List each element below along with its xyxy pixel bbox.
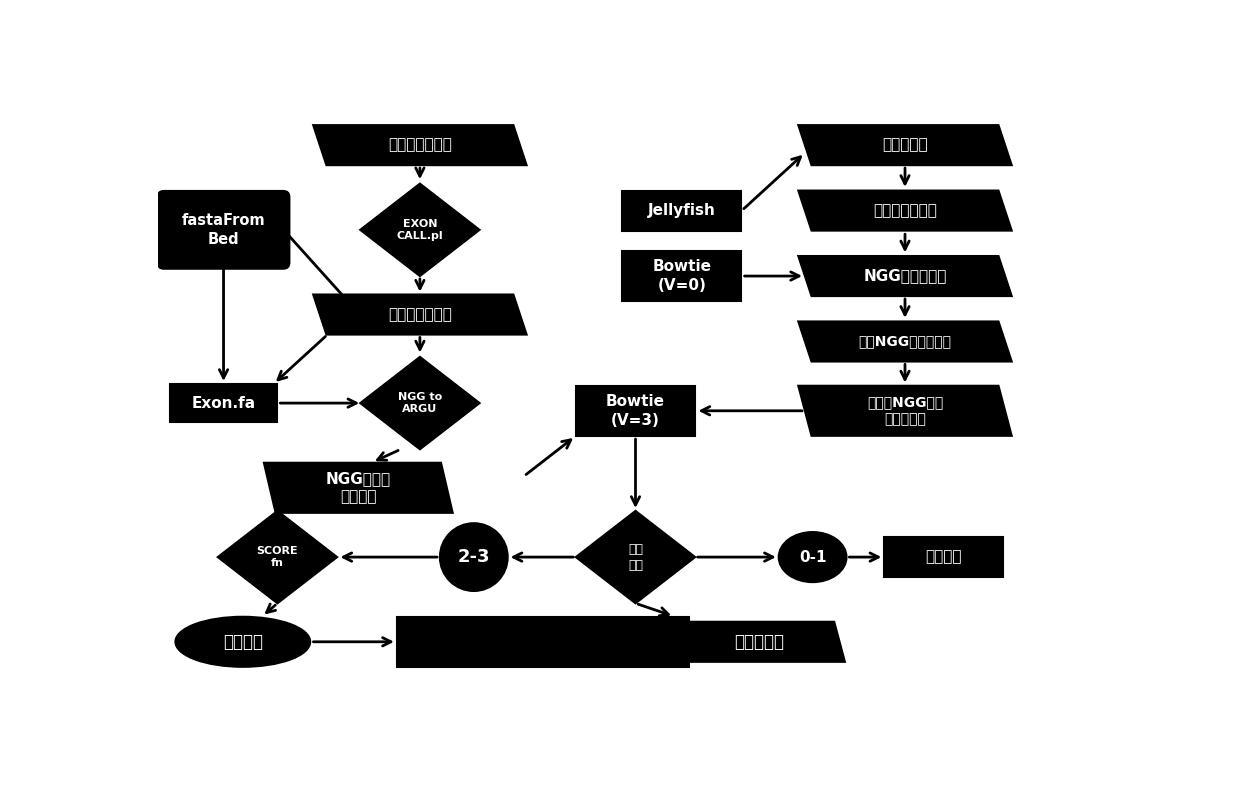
Ellipse shape xyxy=(440,523,507,591)
Bar xyxy=(170,384,278,422)
Text: Jellyfish: Jellyfish xyxy=(647,203,715,218)
Polygon shape xyxy=(575,511,696,604)
Ellipse shape xyxy=(779,532,847,582)
Text: NGG to
ARGU: NGG to ARGU xyxy=(398,392,441,414)
Text: 打断后的基因组: 打断后的基因组 xyxy=(873,203,937,218)
Text: 过滤NGG结尾的序列: 过滤NGG结尾的序列 xyxy=(858,335,951,348)
Text: 命中
次数: 命中 次数 xyxy=(627,542,644,571)
Polygon shape xyxy=(799,256,1012,296)
Text: 基因组NGG结尾
的候选序列: 基因组NGG结尾 的候选序列 xyxy=(867,395,944,427)
Ellipse shape xyxy=(175,617,310,667)
Text: 序列丢弃: 序列丢弃 xyxy=(925,549,962,564)
Text: 2-3: 2-3 xyxy=(458,548,490,566)
Text: 获取外显子信息: 获取外显子信息 xyxy=(388,307,451,322)
Polygon shape xyxy=(799,386,1012,435)
Polygon shape xyxy=(314,125,527,165)
Bar xyxy=(622,190,742,230)
Polygon shape xyxy=(264,463,453,512)
Text: Bowtie
(V=3): Bowtie (V=3) xyxy=(606,394,665,428)
Polygon shape xyxy=(799,321,1012,362)
Text: Bowtie
(V=0): Bowtie (V=0) xyxy=(652,259,712,293)
Polygon shape xyxy=(799,190,1012,230)
Text: NGG结尾的
候选序列: NGG结尾的 候选序列 xyxy=(326,471,391,505)
Text: fastaFrom
Bed: fastaFrom Bed xyxy=(182,213,265,247)
Bar xyxy=(622,251,742,301)
Polygon shape xyxy=(361,184,480,276)
Text: 0-1: 0-1 xyxy=(799,549,826,564)
Text: SCORE
fn: SCORE fn xyxy=(257,546,299,568)
Bar xyxy=(884,537,1003,577)
Text: 打分排序: 打分排序 xyxy=(223,633,263,651)
Polygon shape xyxy=(799,125,1012,165)
Polygon shape xyxy=(218,511,337,604)
Text: Exon.fa: Exon.fa xyxy=(191,395,255,410)
Text: 参考基因组: 参考基因组 xyxy=(882,138,928,152)
Text: 无重复匹配: 无重复匹配 xyxy=(734,633,784,651)
Text: EXON
CALL.pl: EXON CALL.pl xyxy=(397,219,443,241)
Text: NGG结尾的序列: NGG结尾的序列 xyxy=(863,269,946,284)
Polygon shape xyxy=(672,622,844,662)
Polygon shape xyxy=(361,357,480,450)
Bar xyxy=(575,386,696,435)
Polygon shape xyxy=(314,295,527,335)
Text: 基因组注释文件: 基因组注释文件 xyxy=(388,138,451,152)
FancyBboxPatch shape xyxy=(157,191,289,269)
Bar xyxy=(397,617,689,667)
